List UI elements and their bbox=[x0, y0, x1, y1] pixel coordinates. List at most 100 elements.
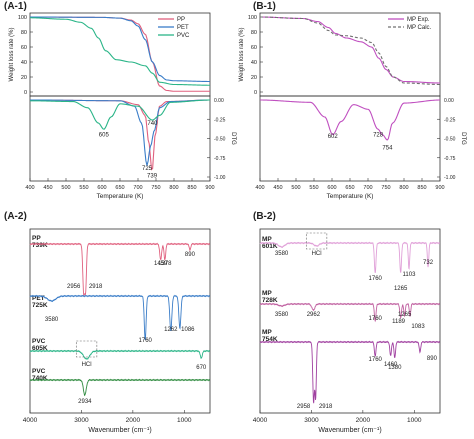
trace-name: MP bbox=[262, 236, 272, 243]
x-tick-label: 550 bbox=[309, 185, 318, 191]
tg-y-axis-label: Weight loss rate (%) bbox=[9, 28, 15, 82]
dtg-y-tick-label: 0.00 bbox=[444, 98, 454, 104]
x-tick-label: 2000 bbox=[126, 417, 141, 424]
trace-name: PVC bbox=[32, 338, 46, 345]
trace-name: MP bbox=[262, 290, 272, 297]
dtg-series-line bbox=[30, 99, 210, 171]
dtg-y-tick-label: -0.25 bbox=[214, 117, 226, 123]
peak-label: 1378 bbox=[158, 261, 172, 267]
x-tick-label: 1000 bbox=[177, 417, 192, 424]
x-tick-label: 900 bbox=[205, 185, 214, 191]
peak-label: 1189 bbox=[392, 319, 406, 325]
dtg-y-tick-label: -0.75 bbox=[214, 156, 226, 162]
peak-label: 2958 bbox=[297, 404, 311, 410]
tg-y-tick-label: 0 bbox=[24, 90, 27, 96]
x-tick-label: 4000 bbox=[253, 417, 268, 424]
x-axis-label: Temperature (K) bbox=[97, 193, 144, 200]
peak-annotation: 754 bbox=[382, 146, 393, 152]
peak-label: 2934 bbox=[78, 399, 92, 405]
trace-subtitle: 725K bbox=[32, 302, 48, 309]
x-tick-label: 900 bbox=[435, 185, 444, 191]
tg-y-tick-label: 20 bbox=[251, 75, 257, 81]
dtg-y-axis-label: DTG bbox=[460, 132, 466, 145]
legend-entry-label: MP Exp. bbox=[407, 17, 430, 23]
x-axis-label: Wavenumber (cm⁻¹) bbox=[318, 427, 381, 434]
panel-label: (B-1) bbox=[253, 1, 276, 12]
peak-label: 670 bbox=[196, 365, 207, 371]
dtg-y-tick-label: -0.25 bbox=[444, 117, 456, 123]
dtg-y-tick-label: -0.50 bbox=[214, 137, 226, 143]
peak-label: 2962 bbox=[307, 312, 321, 318]
panel-label: (B-2) bbox=[253, 211, 276, 222]
panel-label: (A-2) bbox=[4, 211, 27, 222]
x-tick-label: 650 bbox=[115, 185, 124, 191]
x-axis-label: Wavenumber (cm⁻¹) bbox=[88, 427, 151, 434]
x-tick-label: 700 bbox=[133, 185, 142, 191]
tg-y-tick-label: 60 bbox=[21, 45, 27, 51]
peak-label: 2918 bbox=[319, 404, 333, 410]
peak-label: 1262 bbox=[164, 327, 178, 333]
x-tick-label: 600 bbox=[97, 185, 106, 191]
dtg-y-tick-label: 0.00 bbox=[214, 98, 224, 104]
peak-label: 890 bbox=[427, 356, 438, 362]
trace-subtitle: 739K bbox=[32, 242, 48, 249]
peak-label: 1103 bbox=[403, 272, 417, 278]
trace-name: PVC bbox=[32, 368, 46, 375]
panel-label: (A-1) bbox=[4, 1, 27, 12]
x-tick-label: 800 bbox=[399, 185, 408, 191]
tg-y-axis-label: Weight loss rate (%) bbox=[239, 28, 245, 82]
spectrum-line bbox=[29, 378, 211, 397]
peak-annotation: 605 bbox=[99, 133, 110, 139]
peak-label: HCl bbox=[82, 362, 92, 368]
tg-y-tick-label: 0 bbox=[254, 90, 257, 96]
dtg-y-tick-label: -1.00 bbox=[444, 175, 456, 181]
peak-label: 1459 bbox=[154, 261, 168, 267]
spectrum-line bbox=[259, 302, 441, 323]
x-tick-label: 2000 bbox=[356, 417, 371, 424]
dtg-series-line bbox=[30, 99, 211, 130]
hcl-region-box bbox=[305, 232, 328, 250]
dtg-plot-frame bbox=[29, 95, 211, 182]
tg-y-tick-label: 40 bbox=[21, 60, 27, 66]
x-tick-label: 750 bbox=[151, 185, 160, 191]
peak-label: 1460 bbox=[384, 362, 398, 368]
peak-label: 890 bbox=[185, 252, 196, 258]
peak-label: 1760 bbox=[139, 338, 153, 344]
peak-label: 1083 bbox=[411, 324, 425, 330]
x-tick-label: 4000 bbox=[23, 417, 38, 424]
peak-label: 2956 bbox=[67, 284, 81, 290]
tg-y-tick-label: 40 bbox=[251, 60, 257, 66]
x-tick-label: 750 bbox=[381, 185, 390, 191]
peak-label: 1265 bbox=[398, 312, 412, 318]
legend-entry-label: MP Calc. bbox=[407, 25, 432, 31]
peak-label: 1265 bbox=[394, 286, 408, 292]
trace-subtitle: 728K bbox=[262, 297, 278, 304]
peak-label: HCl bbox=[312, 251, 322, 257]
x-tick-label: 850 bbox=[417, 185, 426, 191]
peak-annotation: 728 bbox=[373, 133, 384, 139]
peak-label: 1760 bbox=[369, 316, 383, 322]
dtg-y-tick-label: -0.75 bbox=[444, 156, 456, 162]
peak-label: 3580 bbox=[275, 312, 289, 318]
tg-series-line bbox=[260, 16, 440, 86]
spectrum-line bbox=[259, 340, 441, 404]
dtg-series-line bbox=[30, 99, 210, 166]
x-tick-label: 500 bbox=[291, 185, 300, 191]
x-axis-label: Temperature (K) bbox=[327, 193, 374, 200]
tg-y-tick-label: 80 bbox=[251, 30, 257, 36]
peak-label: 1760 bbox=[369, 357, 383, 363]
tg-y-tick-label: 100 bbox=[18, 15, 27, 21]
x-tick-label: 800 bbox=[169, 185, 178, 191]
trace-subtitle: 740K bbox=[32, 375, 48, 382]
x-tick-label: 450 bbox=[43, 185, 52, 191]
peak-label: 1760 bbox=[369, 276, 383, 282]
peak-label: 732 bbox=[423, 260, 434, 266]
x-tick-label: 1000 bbox=[407, 417, 422, 424]
peak-annotation: 725 bbox=[142, 166, 153, 172]
dtg-y-axis-label: DTG bbox=[230, 132, 236, 145]
x-tick-label: 650 bbox=[345, 185, 354, 191]
tg-y-tick-label: 100 bbox=[248, 15, 257, 21]
peak-label: 2918 bbox=[89, 284, 103, 290]
peak-label: 1380 bbox=[388, 365, 402, 371]
